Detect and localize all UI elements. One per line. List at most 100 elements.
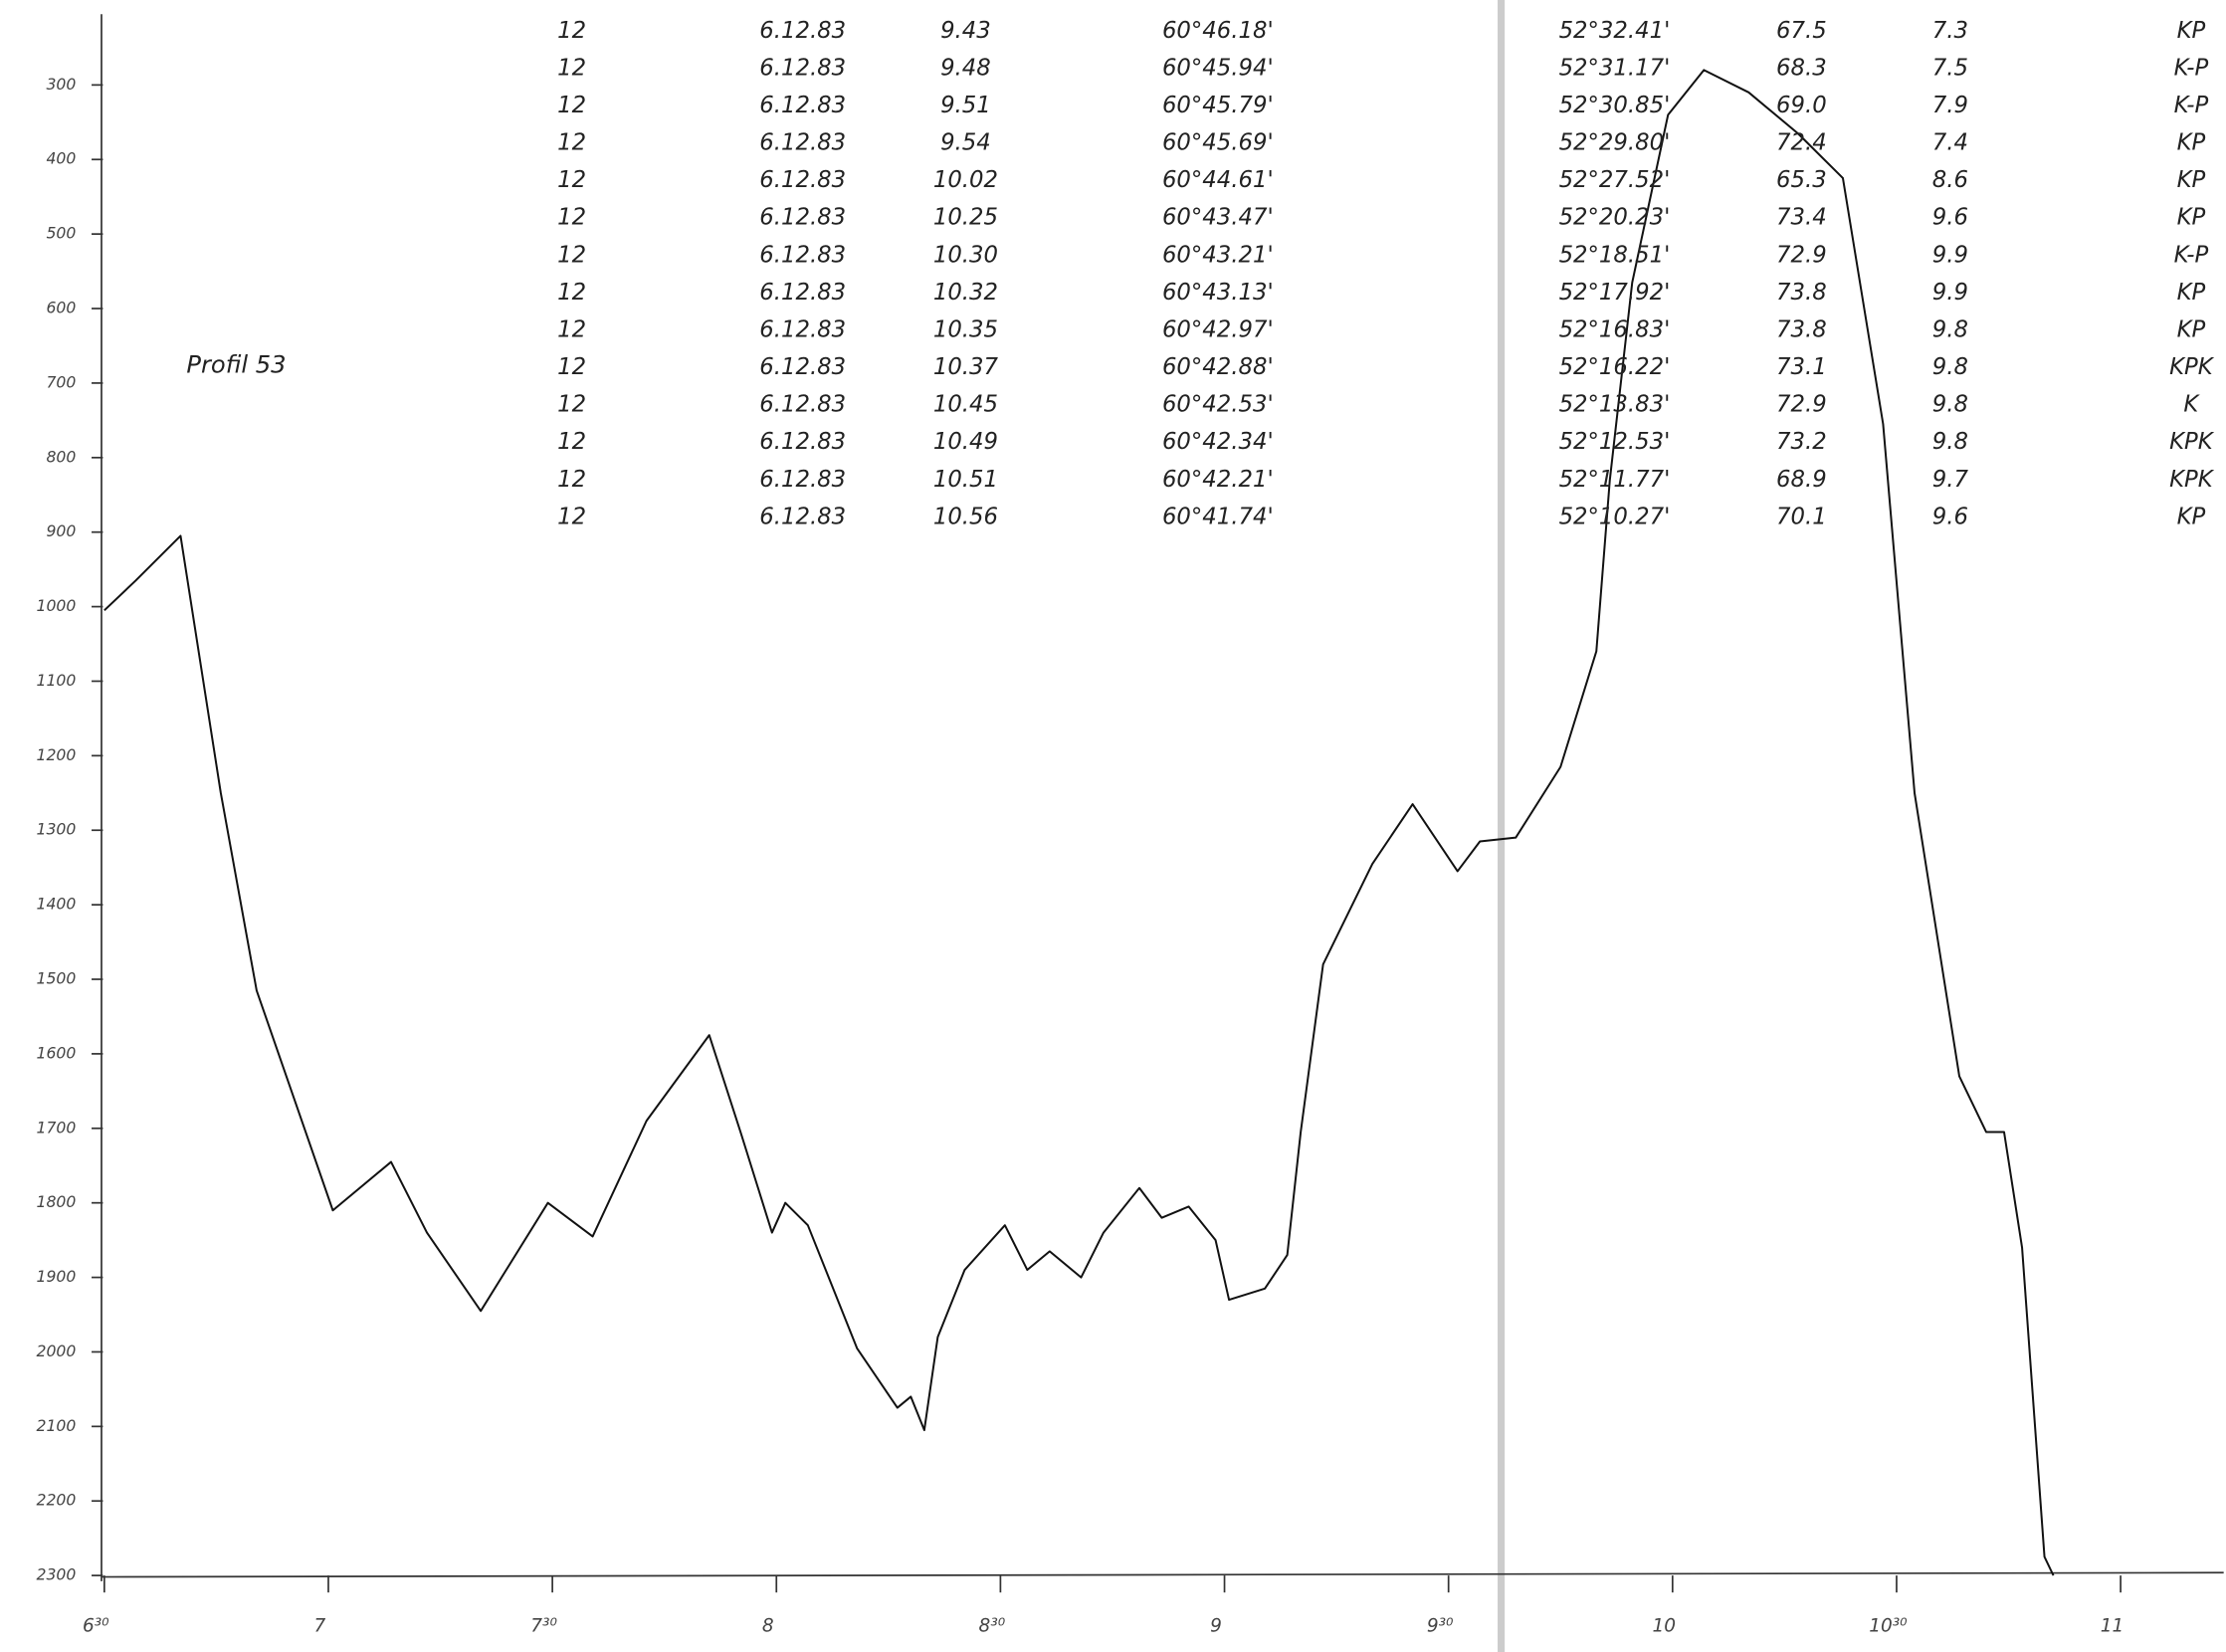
x-tick-label: 9 (1210, 1615, 1222, 1636)
table-cell: 67.5 (1776, 18, 1827, 44)
table-cell: 52°29.80' (1559, 130, 1671, 156)
y-tick-label: 1500 (37, 969, 77, 988)
table-cell: 68.9 (1776, 467, 1827, 493)
table-cell: K-P (2174, 55, 2209, 81)
table-cell: 9.8 (1932, 392, 1968, 418)
table-cell: 69.0 (1776, 93, 1827, 118)
table-cell: 73.4 (1776, 205, 1827, 231)
table-cell: 6.12.83 (759, 55, 846, 81)
x-tick-label: 6³⁰ (83, 1615, 109, 1636)
table-cell: 52°31.17' (1559, 55, 1671, 81)
table-cell: KPK (2169, 429, 2215, 455)
x-axis (101, 1571, 2224, 1578)
table-cell: KPK (2169, 467, 2215, 493)
y-tick-label: 900 (46, 521, 76, 540)
y-tick-label: 1300 (37, 820, 77, 839)
table-cell: 6.12.83 (759, 280, 846, 306)
table-cell: 10.35 (933, 317, 998, 343)
table-cell: 52°16.83' (1559, 317, 1671, 343)
table-cell: 12 (557, 242, 586, 268)
table-cell: 10.02 (933, 167, 998, 193)
table-cell: 60°45.79' (1162, 93, 1274, 118)
table-cell: 10.30 (933, 242, 998, 268)
table-cell: 10.49 (933, 429, 998, 455)
depth-line (103, 69, 2055, 1576)
table-cell: 6.12.83 (759, 392, 846, 418)
table-cell: 7.4 (1932, 130, 1968, 156)
table-cell: 9.8 (1932, 354, 1968, 380)
table-cell: 9.6 (1932, 205, 1968, 231)
y-tick-label: 1000 (37, 596, 77, 615)
table-cell: 52°12.53' (1559, 429, 1671, 455)
table-cell: 52°13.83' (1559, 392, 1671, 418)
y-tick-label: 1900 (37, 1267, 77, 1286)
table-cell: 9.48 (940, 55, 991, 81)
y-tick-label: 2300 (37, 1565, 77, 1584)
table-cell: 6.12.83 (759, 167, 846, 193)
x-tick-label: 11 (2101, 1615, 2125, 1636)
table-cell: 52°18.51' (1559, 242, 1671, 268)
table-cell: 12 (557, 55, 586, 81)
table-cell: 68.3 (1776, 55, 1827, 81)
table-cell: 10.37 (933, 354, 999, 380)
table-cell: 52°10.27' (1559, 504, 1671, 529)
table-cell: 10.25 (933, 205, 998, 231)
table-cell: K-P (2174, 93, 2209, 118)
table-cell: 12 (557, 18, 586, 44)
y-tick-label: 1700 (37, 1118, 77, 1136)
table-cell: 6.12.83 (759, 18, 846, 44)
table-cell: 6.12.83 (759, 242, 846, 268)
table-cell: 12 (557, 167, 586, 193)
table-cell: 73.1 (1776, 354, 1827, 380)
table-cell: 72.4 (1776, 130, 1827, 156)
table-cell: 8.6 (1932, 167, 1968, 193)
table-cell: 12 (557, 130, 586, 156)
table-cell: KP (2177, 167, 2206, 193)
table-cell: 60°45.94' (1162, 55, 1274, 81)
x-tick-label: 7 (314, 1615, 326, 1636)
table-cell: 60°43.13' (1162, 280, 1274, 306)
y-tick-label: 2200 (37, 1491, 77, 1510)
table-cell: 6.12.83 (759, 130, 846, 156)
x-tick-label: 10³⁰ (1869, 1615, 1908, 1636)
table-cell: 60°42.97' (1162, 317, 1274, 343)
y-tick-label: 600 (46, 299, 76, 317)
x-tick-label: 9³⁰ (1427, 1615, 1454, 1636)
table-cell: 12 (557, 354, 586, 380)
table-cell: 73.2 (1776, 429, 1827, 455)
table-cell: 9.7 (1932, 467, 1969, 493)
table-cell: KP (2177, 280, 2206, 306)
table-cell: 9.43 (940, 18, 991, 44)
y-tick-label: 800 (46, 447, 76, 466)
table-cell: 52°30.85' (1559, 93, 1671, 118)
table-cell: 7.3 (1932, 18, 1968, 44)
table-cell: 52°27.52' (1559, 167, 1671, 193)
table-cell: 6.12.83 (759, 317, 846, 343)
table-cell: 6.12.83 (759, 504, 846, 529)
y-tick-label: 2000 (37, 1342, 77, 1360)
table-cell: 60°42.21' (1162, 467, 1274, 493)
table-cell: KP (2177, 317, 2206, 343)
table-cell: 12 (557, 280, 586, 306)
table-cell: 6.12.83 (759, 467, 846, 493)
y-tick-label: 500 (46, 224, 76, 243)
y-tick-label: 300 (46, 75, 76, 94)
table-cell: 7.9 (1932, 93, 1968, 118)
table-cell: 12 (557, 467, 586, 493)
table-cell: 9.54 (940, 130, 991, 156)
y-tick-label: 1600 (37, 1043, 77, 1062)
table-cell: 12 (557, 429, 586, 455)
table-cell: K-P (2174, 242, 2209, 268)
table-cell: 73.8 (1776, 280, 1827, 306)
table-cell: 9.9 (1932, 242, 1968, 268)
table-cell: 6.12.83 (759, 354, 846, 380)
table-cell: 10.51 (933, 467, 998, 493)
y-tick-label: 1100 (37, 671, 77, 690)
table-cell: 12 (557, 392, 586, 418)
table-cell: 6.12.83 (759, 93, 846, 118)
x-tick-label: 10 (1653, 1615, 1677, 1636)
table-cell: K (2183, 392, 2200, 418)
table-cell: KP (2177, 130, 2206, 156)
table-cell: 52°11.77' (1559, 467, 1671, 493)
annotation: Profil 53 (186, 350, 286, 378)
